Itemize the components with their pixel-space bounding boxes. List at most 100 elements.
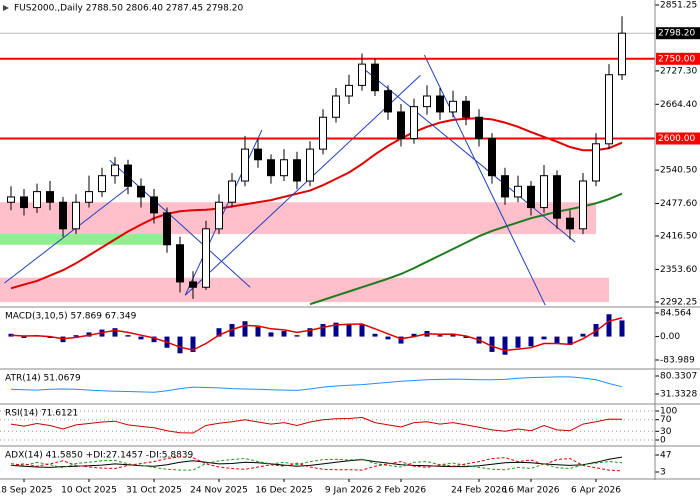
trend-line xyxy=(184,74,421,296)
candle-body xyxy=(397,111,405,139)
trend-line xyxy=(184,129,263,296)
macd-bar xyxy=(398,336,404,344)
candle-body xyxy=(566,217,574,230)
y-tick-label: 2353.60 xyxy=(660,265,697,275)
candle-body xyxy=(410,106,418,139)
moving-average xyxy=(309,192,623,306)
candle-body xyxy=(189,281,197,288)
candle-body xyxy=(501,175,509,198)
macd-bar xyxy=(190,336,196,352)
indicator-line xyxy=(10,376,623,393)
zone xyxy=(0,277,609,303)
last-price-label: 2798.20 xyxy=(658,29,695,39)
y-tick-label: 2727.30 xyxy=(660,66,697,76)
trend-line xyxy=(109,159,251,288)
candle-body xyxy=(254,148,262,161)
level-label: 2750.00 xyxy=(658,54,695,64)
last-price-box xyxy=(656,27,700,40)
candle-body xyxy=(488,137,496,177)
candle-body xyxy=(605,74,613,145)
trend-line xyxy=(4,187,129,284)
y-tick-label: 0.00 xyxy=(660,332,680,342)
x-tick-label: 16 Mar 2026 xyxy=(502,486,559,496)
candle-body xyxy=(215,201,223,230)
macd-bar xyxy=(450,333,456,337)
candle-body xyxy=(319,116,327,150)
y-tick-label: 2416.50 xyxy=(660,231,697,241)
candle-body xyxy=(436,95,444,113)
candle-body xyxy=(85,191,93,203)
macd-bar xyxy=(580,333,586,337)
y-tick-label: 2664.40 xyxy=(660,100,697,110)
candle-body xyxy=(345,84,353,97)
macd-bar xyxy=(346,324,352,337)
indicator-line xyxy=(10,456,623,468)
trend-line xyxy=(359,64,576,243)
candle-body xyxy=(514,185,522,198)
candle-body xyxy=(618,32,626,76)
macd-bar xyxy=(606,314,612,337)
panel-title: ATR(14) 51.0679 xyxy=(5,374,81,384)
macd-bar xyxy=(320,324,326,337)
macd-bar xyxy=(112,328,118,337)
candle-body xyxy=(20,196,28,209)
macd-bar xyxy=(281,331,287,337)
candle-body xyxy=(176,244,184,283)
candle-body xyxy=(7,196,15,203)
macd-bar xyxy=(385,336,391,340)
candle-body xyxy=(462,100,470,118)
macd-bar xyxy=(359,324,365,337)
macd-bar xyxy=(242,321,248,337)
candle-body xyxy=(423,95,431,108)
y-tick-label: 100 xyxy=(660,407,677,417)
y-tick-label: -83.989 xyxy=(660,355,695,365)
x-tick-label: 16 Dec 2025 xyxy=(255,486,313,496)
candle-body xyxy=(332,95,340,118)
candle-body xyxy=(33,191,41,209)
macd-bar xyxy=(502,336,508,355)
y-tick-label: 30 xyxy=(660,427,672,437)
level-label-box xyxy=(656,132,700,145)
candle-body xyxy=(540,175,548,209)
y-tick-label: 31.3328 xyxy=(660,389,697,399)
macd-bar xyxy=(463,336,469,338)
candle-body xyxy=(137,185,145,198)
candle-body xyxy=(475,116,483,139)
macd-bar xyxy=(294,335,300,337)
candle-body xyxy=(202,228,210,288)
moving-average xyxy=(10,117,623,290)
candle-body xyxy=(592,143,600,182)
x-tick-label: 6 Apr 2026 xyxy=(571,486,621,496)
indicator-line xyxy=(10,416,623,434)
macd-bar xyxy=(554,336,560,344)
trend-line xyxy=(423,54,546,306)
candle-body xyxy=(111,164,119,177)
x-tick-label: 9 Jan 2026 xyxy=(325,486,373,496)
candle-body xyxy=(98,175,106,193)
macd-bar xyxy=(73,335,79,337)
macd-bar xyxy=(372,333,378,337)
y-tick-label: 2540.50 xyxy=(660,166,697,176)
macd-bar xyxy=(515,336,521,348)
macd-bar xyxy=(567,336,573,345)
candle-body xyxy=(241,148,249,182)
candle-body xyxy=(124,164,132,187)
candle-body xyxy=(449,100,457,113)
macd-bar xyxy=(528,336,534,347)
macd-bar xyxy=(8,333,14,337)
panel-title: MACD(3,10,5) 57.869 67.349 xyxy=(5,312,137,322)
candle-body xyxy=(553,175,561,219)
candle-body xyxy=(306,148,314,182)
macd-bar xyxy=(268,332,274,337)
candle-body xyxy=(280,159,288,177)
macd-bar xyxy=(177,336,183,354)
candle-body xyxy=(358,63,366,86)
macd-bar xyxy=(333,322,339,337)
macd-bar xyxy=(151,336,157,343)
level-label: 2600.00 xyxy=(658,134,695,144)
x-tick-label: 24 Feb 2026 xyxy=(451,486,507,496)
zone xyxy=(0,234,167,245)
y-tick-label: 0 xyxy=(660,436,666,446)
candle-body xyxy=(72,201,80,230)
candle-body xyxy=(163,212,171,246)
